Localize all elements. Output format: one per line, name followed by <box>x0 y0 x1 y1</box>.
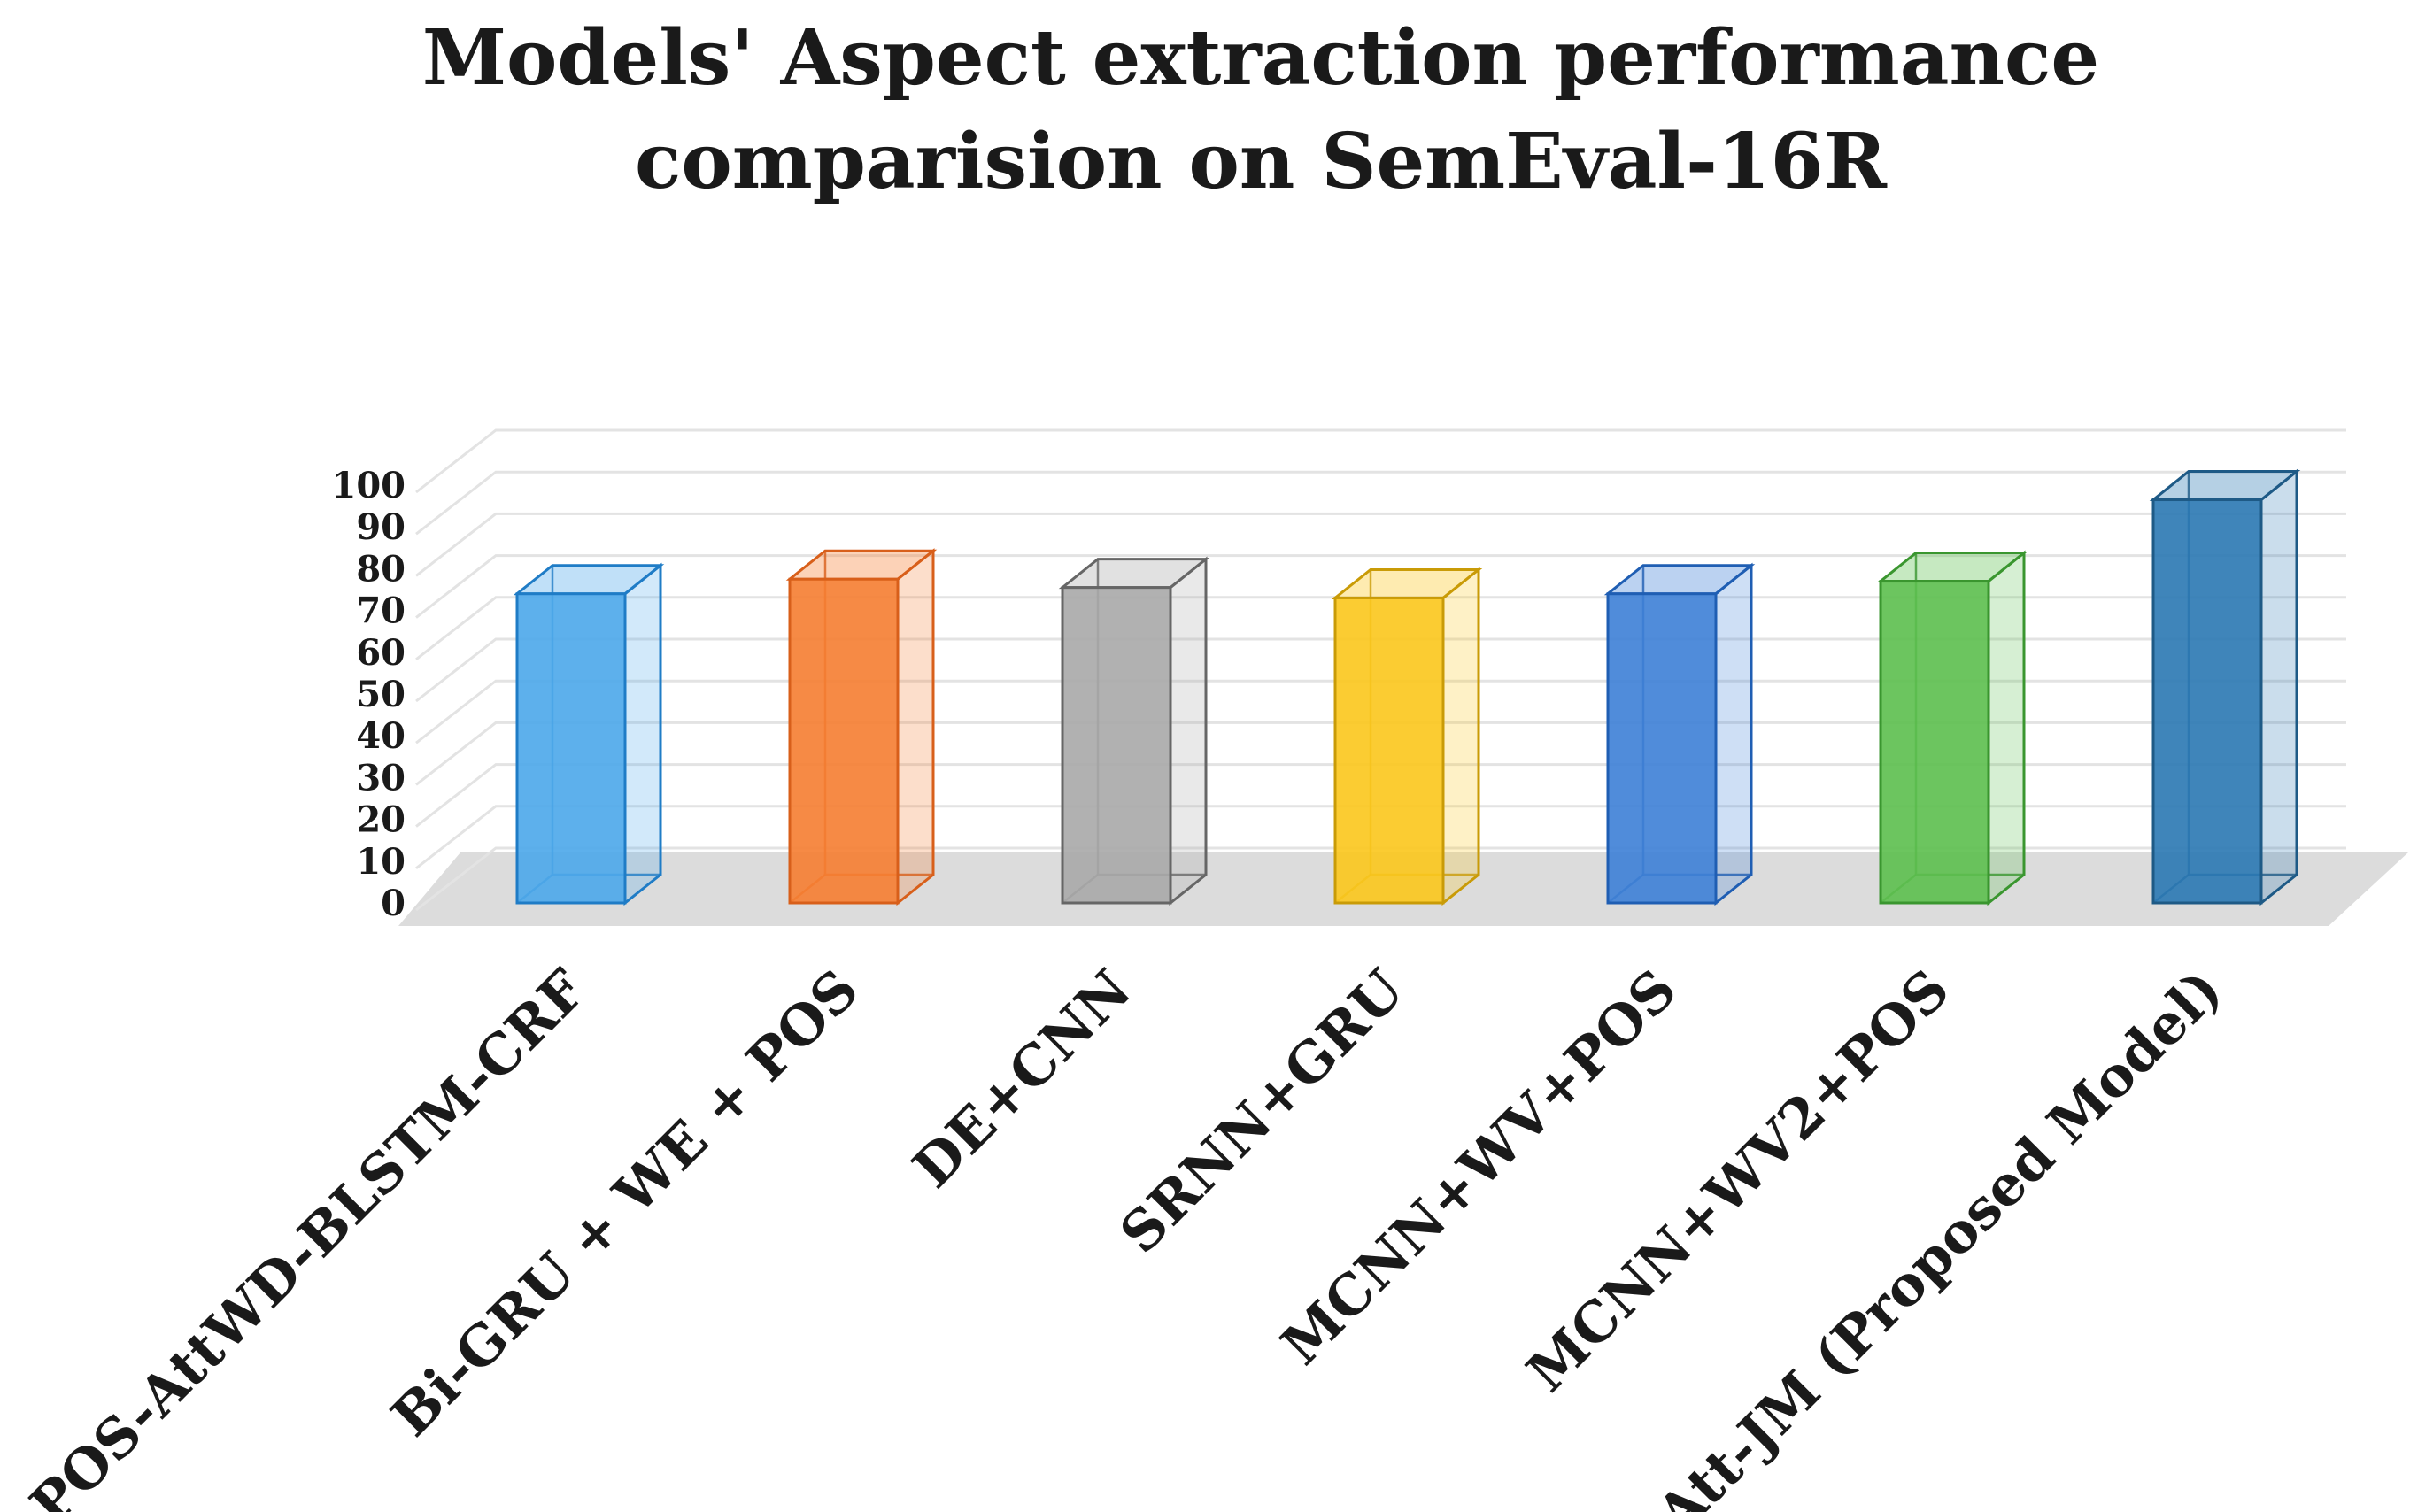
gridline <box>415 805 2346 869</box>
x-tick-label: DE+CNN <box>900 957 1144 1200</box>
gridline <box>415 512 2346 577</box>
x-tick-label: Bi-GRU + WE + POS <box>379 957 871 1449</box>
bar <box>785 548 938 906</box>
gridline <box>415 846 2346 912</box>
y-tick-label: 0 <box>381 883 406 924</box>
bar-side-face <box>1714 562 1753 906</box>
gridline <box>415 721 2346 786</box>
bar-front-face <box>1879 580 1990 905</box>
chart-title-line-1: Models' Aspect extraction performance <box>422 13 2099 103</box>
bar-front-face <box>788 577 900 905</box>
gridline <box>415 637 2346 703</box>
x-tick-label: POS-AttWD-BLSTM-CRF <box>18 957 599 1512</box>
y-tick-label: 10 <box>356 841 406 883</box>
gridline <box>415 554 2346 619</box>
bar-front-face <box>1606 592 1718 905</box>
y-tick-label: 60 <box>356 632 406 674</box>
bar-side-face <box>623 562 662 906</box>
gridlines <box>415 428 2346 912</box>
bar-side-face <box>2259 468 2298 906</box>
y-tick-label: 80 <box>356 548 406 590</box>
y-tick-label: 20 <box>356 799 406 841</box>
y-tick-label: 100 <box>332 465 406 506</box>
bars <box>513 468 2301 906</box>
bar <box>1331 567 1483 906</box>
chart-title-line-2: comparision on SemEval-16R <box>635 117 1887 206</box>
bar <box>1876 550 2028 906</box>
bar <box>513 562 665 906</box>
y-tick-label: 90 <box>356 506 406 548</box>
y-tick-label: 30 <box>356 757 406 798</box>
gridline <box>415 763 2346 828</box>
chart-title: Models' Aspect extraction performance co… <box>422 13 2099 206</box>
bar-side-face <box>1987 550 2026 906</box>
bar-front-face <box>2151 498 2263 905</box>
gridline <box>415 679 2346 744</box>
y-tick-label: 70 <box>356 590 406 632</box>
bar-side-face <box>896 548 935 906</box>
bar <box>2149 468 2301 906</box>
bar-front-face <box>515 592 627 905</box>
x-tick-label: Att-JM (Proposed Model) <box>1644 957 2235 1512</box>
bar <box>1603 562 1756 906</box>
bar <box>1058 556 1210 906</box>
y-tick-label: 40 <box>356 715 406 757</box>
gridline <box>415 470 2346 536</box>
y-tick-label: 50 <box>356 674 406 715</box>
x-tick-label: SRNN+GRU <box>1108 957 1417 1266</box>
bar-side-face <box>1441 567 1480 906</box>
gridline <box>415 428 2346 494</box>
gridline <box>415 596 2346 660</box>
bar-front-face <box>1061 586 1172 905</box>
bar-side-face <box>1169 556 1208 906</box>
bar-front-face <box>1333 596 1445 905</box>
